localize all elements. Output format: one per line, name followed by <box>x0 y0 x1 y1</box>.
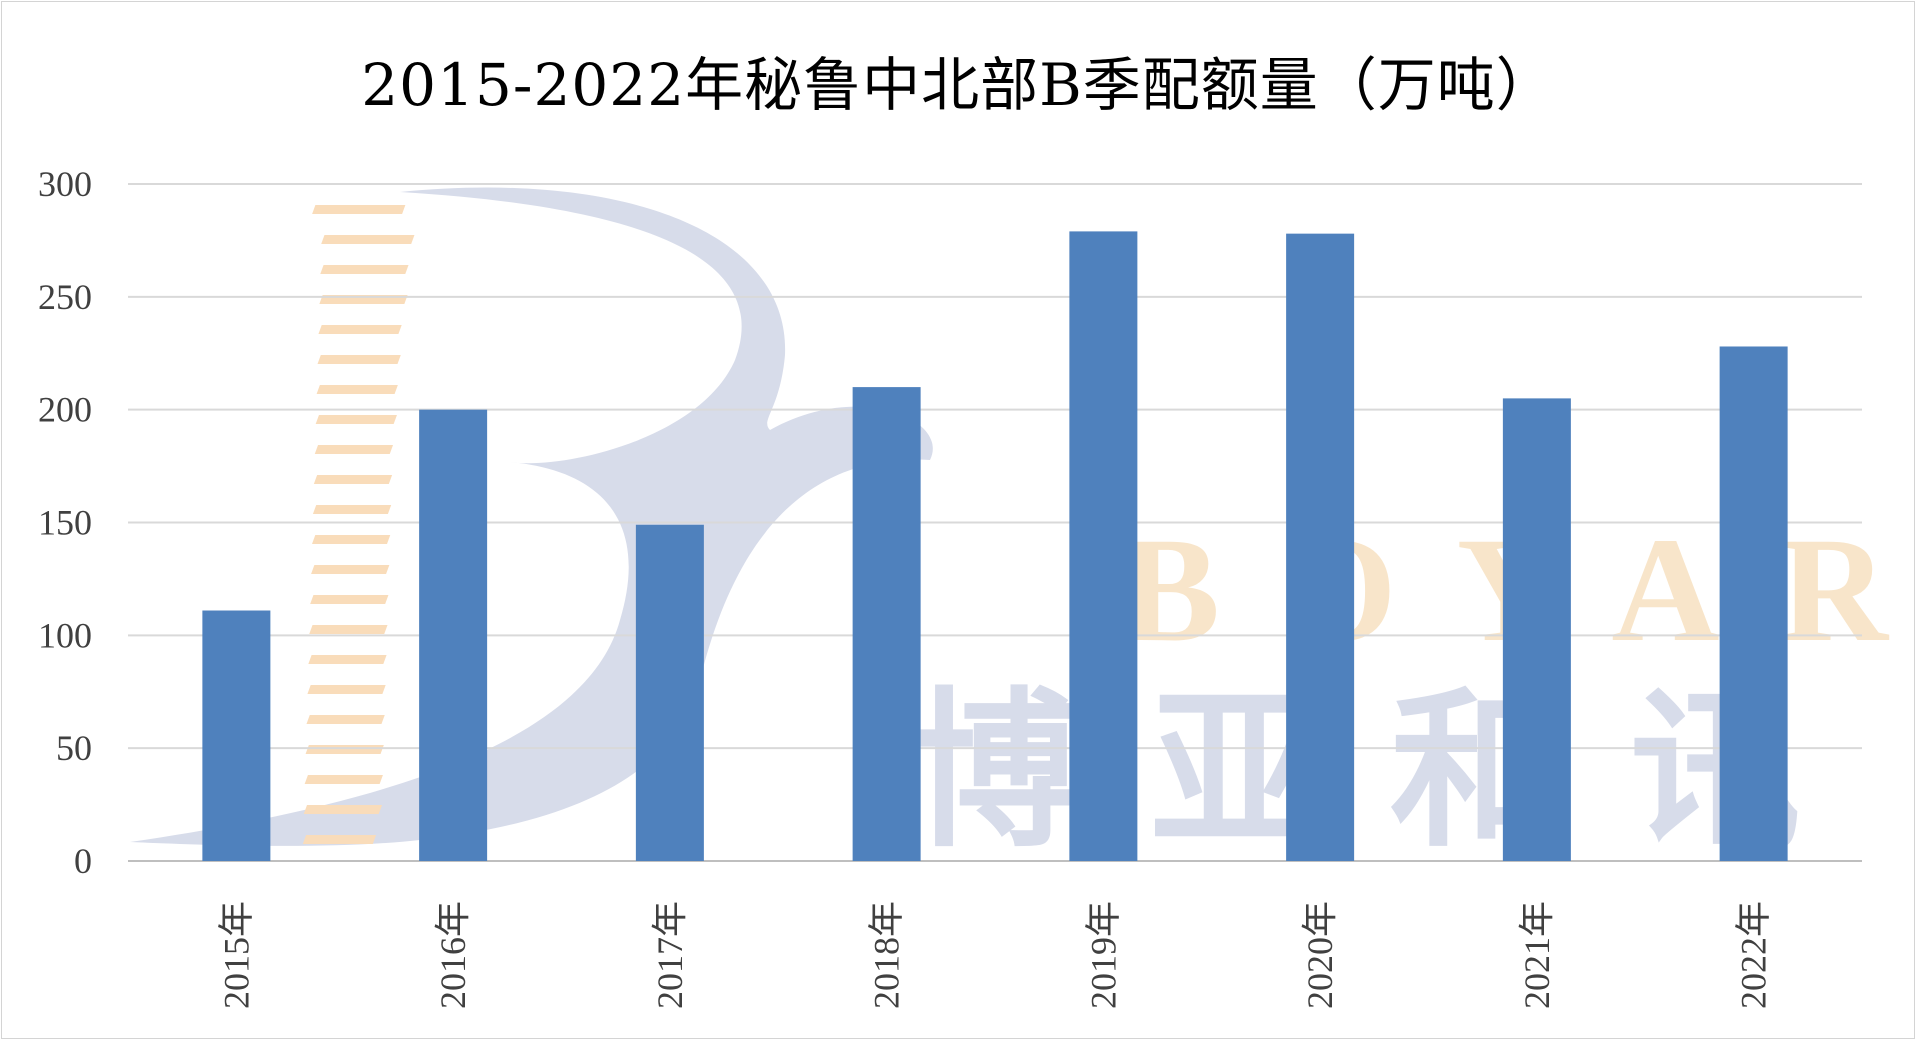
y-tick-label: 250 <box>38 277 92 317</box>
bars <box>202 231 1788 862</box>
chart-title: 2015-2022年秘鲁中北部B季配额量（万吨） <box>361 51 1555 119</box>
bar <box>635 524 704 861</box>
bar <box>1286 233 1355 861</box>
watermark-cjk: 博亚和讯 <box>910 673 1870 871</box>
bar <box>202 610 271 861</box>
bar <box>1502 398 1571 861</box>
y-tick-label: 0 <box>74 841 92 881</box>
x-tick-label: 2018年 <box>867 901 907 1009</box>
x-axis-ticks: 2015年 2016年 2017年 2018年 2019年 2020年 2021年 2022年 <box>216 901 1773 1009</box>
x-tick-label: 2020年 <box>1300 901 1340 1009</box>
bar <box>1069 231 1138 861</box>
x-tick-label: 2022年 <box>1734 901 1774 1009</box>
x-tick-label: 2015年 <box>216 901 256 1009</box>
bar <box>852 387 921 861</box>
y-tick-label: 300 <box>38 164 92 204</box>
x-tick-label: 2016年 <box>433 901 473 1009</box>
y-tick-label: 50 <box>56 728 92 768</box>
x-tick-label: 2021年 <box>1517 901 1557 1009</box>
y-tick-label: 200 <box>38 390 92 430</box>
watermark-logo: BOYAR 博亚和讯 <box>130 187 1888 871</box>
x-tick-label: 2017年 <box>650 901 690 1009</box>
bar <box>419 409 488 861</box>
grid-lines <box>128 183 1862 862</box>
watermark-b-swoosh <box>130 187 933 846</box>
x-tick-label: 2019年 <box>1083 901 1123 1009</box>
bar <box>1719 346 1788 862</box>
y-axis-ticks: 0 50 100 150 200 250 300 <box>38 164 92 881</box>
y-tick-label: 100 <box>38 615 92 655</box>
y-tick-label: 150 <box>38 503 92 543</box>
